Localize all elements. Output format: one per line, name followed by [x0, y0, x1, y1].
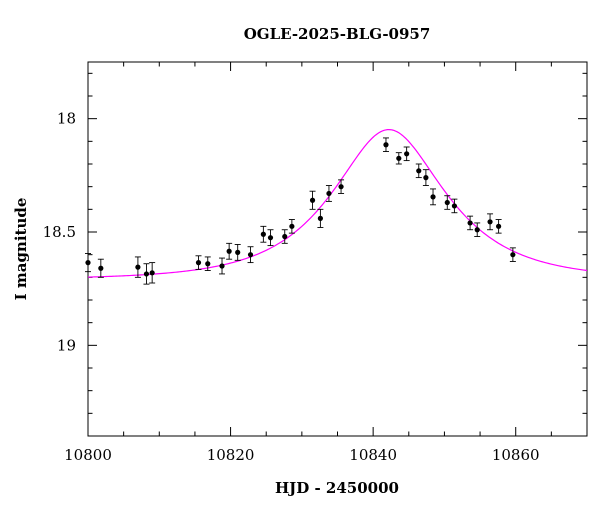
- point-marker: [195, 260, 202, 266]
- y-tick-label: 18.5: [43, 223, 76, 241]
- point-marker: [430, 194, 436, 200]
- point-marker: [267, 235, 274, 241]
- data-point: [97, 258, 104, 278]
- data-point: [226, 242, 233, 260]
- point-marker: [219, 263, 225, 269]
- model-curve: [87, 128, 588, 278]
- point-marker: [135, 264, 141, 270]
- data-point: [487, 213, 494, 231]
- data-point: [204, 256, 211, 271]
- tick-labels: 10800 10820 10840 10860 18 18.5 19: [43, 110, 540, 464]
- x-tick-label: 10820: [207, 446, 255, 464]
- point-marker: [404, 151, 410, 157]
- data-point: [247, 246, 254, 264]
- point-marker: [149, 270, 155, 276]
- point-marker: [383, 142, 389, 148]
- data-point: [267, 229, 274, 247]
- data-point: [85, 253, 91, 273]
- point-marker: [143, 271, 150, 277]
- data-point: [395, 152, 402, 165]
- point-marker: [474, 227, 480, 233]
- data-point: [444, 195, 451, 210]
- point-marker: [487, 219, 493, 225]
- point-marker: [309, 197, 316, 203]
- data-point: [325, 185, 332, 202]
- data-point: [149, 262, 156, 284]
- data-points-layer: [85, 137, 516, 285]
- data-point: [338, 179, 345, 194]
- plot-area: [85, 61, 588, 437]
- data-point: [317, 208, 324, 228]
- point-marker: [423, 175, 429, 181]
- x-tick-label: 10800: [64, 446, 112, 464]
- axis-ticks: [87, 62, 588, 436]
- point-marker: [451, 203, 458, 209]
- data-point: [195, 255, 202, 270]
- plot-frame: [87, 61, 588, 437]
- x-axis-label: HJD - 2450000: [275, 479, 399, 497]
- point-marker: [338, 184, 344, 190]
- data-point: [415, 163, 422, 179]
- data-point: [495, 219, 502, 234]
- point-marker: [416, 168, 422, 174]
- point-marker: [282, 233, 288, 240]
- data-point: [134, 256, 141, 278]
- data-point: [219, 257, 226, 275]
- data-point: [467, 215, 474, 231]
- point-marker: [226, 248, 232, 254]
- data-point: [234, 244, 241, 261]
- data-point: [260, 225, 267, 243]
- y-tick-label: 18: [57, 110, 76, 128]
- point-marker: [496, 223, 502, 229]
- x-tick-label: 10840: [349, 446, 397, 464]
- point-marker: [444, 199, 450, 206]
- chart-title: OGLE-2025-BLG-0957: [244, 25, 431, 43]
- data-point: [430, 188, 437, 206]
- point-marker: [205, 261, 211, 267]
- data-point: [509, 247, 516, 262]
- point-marker: [260, 231, 266, 237]
- point-marker: [85, 260, 91, 266]
- data-point: [403, 146, 410, 162]
- data-point: [422, 169, 429, 186]
- y-tick-label: 19: [57, 336, 76, 354]
- data-point: [288, 219, 295, 234]
- data-point: [382, 137, 389, 152]
- data-point: [451, 198, 458, 214]
- point-marker: [317, 215, 323, 221]
- model-curve-layer: [87, 128, 588, 278]
- data-point: [309, 190, 316, 210]
- point-marker: [289, 223, 295, 229]
- point-marker: [98, 265, 104, 271]
- point-marker: [510, 252, 516, 258]
- x-tick-label: 10860: [492, 446, 540, 464]
- point-marker: [467, 220, 473, 226]
- data-point: [143, 263, 150, 285]
- data-point: [474, 222, 481, 237]
- point-marker: [247, 252, 254, 258]
- point-marker: [396, 155, 402, 161]
- point-marker: [235, 249, 241, 255]
- data-point: [281, 229, 288, 244]
- point-marker: [326, 190, 332, 197]
- y-axis-label: I magnitude: [12, 198, 30, 301]
